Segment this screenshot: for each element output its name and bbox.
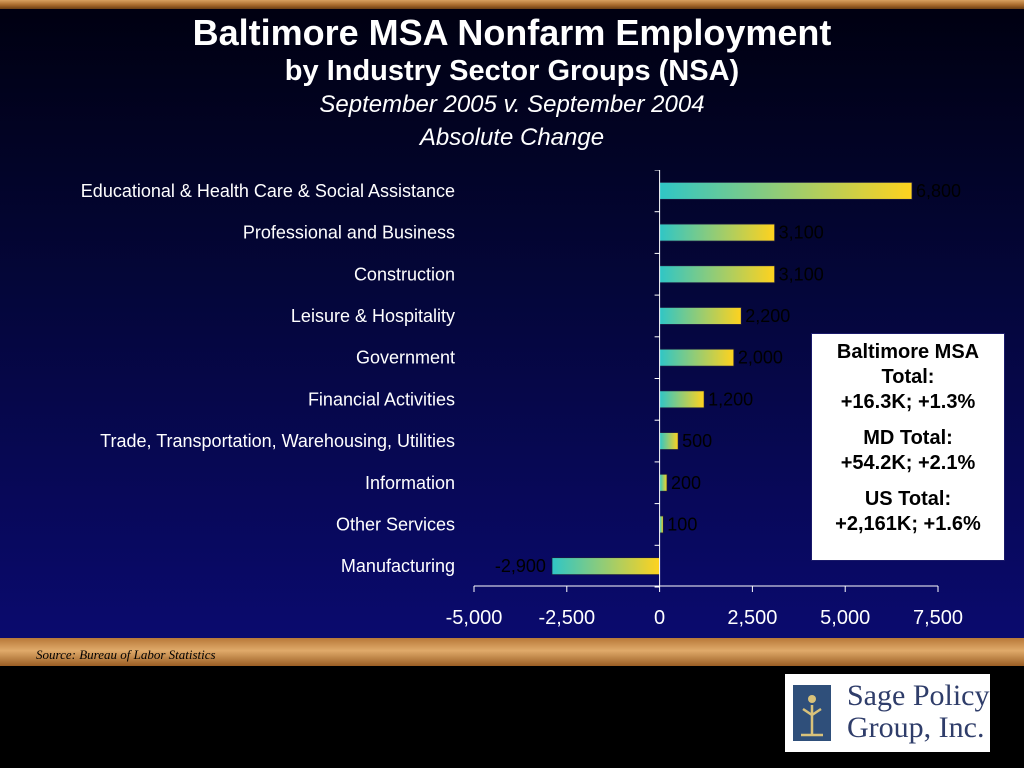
- value-label-9: -2,900: [495, 556, 546, 576]
- value-label-5: 1,200: [708, 389, 753, 409]
- value-label-1: 3,100: [779, 223, 824, 243]
- category-label-0: Educational & Health Care & Social Assis…: [81, 181, 455, 201]
- x-tick-label-4: 5,000: [820, 607, 870, 629]
- chart-measure: Absolute Change: [419, 124, 605, 151]
- bar-4: [659, 348, 735, 367]
- value-label-8: 100: [667, 514, 697, 534]
- category-label-5: Financial Activities: [308, 389, 455, 409]
- totals-box: Baltimore MSA Total: +16.3K; +1.3% MD To…: [811, 333, 1005, 561]
- bar-1: [659, 223, 776, 242]
- category-label-8: Other Services: [336, 514, 455, 534]
- source-note: Source: Bureau of Labor Statistics: [36, 647, 216, 662]
- value-label-7: 200: [671, 473, 701, 493]
- value-label-3: 2,200: [745, 306, 790, 326]
- category-label-3: Leisure & Hospitality: [291, 306, 455, 326]
- category-label-7: Information: [365, 473, 455, 493]
- msa-total-label-2: Total:: [881, 366, 935, 388]
- bar-5: [659, 390, 705, 409]
- bar-7: [659, 473, 668, 492]
- category-label-1: Professional and Business: [243, 223, 455, 243]
- value-label-6: 500: [682, 431, 712, 451]
- bar-chart: Educational & Health Care & Social Assis…: [81, 170, 963, 629]
- chart-subtitle: by Industry Sector Groups (NSA): [284, 55, 740, 87]
- bar-2: [659, 265, 776, 284]
- category-label-4: Government: [356, 348, 455, 368]
- chart-period: September 2005 v. September 2004: [319, 91, 705, 118]
- company-logo: Sage Policy Group, Inc.: [785, 674, 990, 752]
- chart-title: Baltimore MSA Nonfarm Employment: [192, 12, 832, 53]
- category-label-9: Manufacturing: [341, 556, 455, 576]
- x-tick-label-0: -5,000: [446, 607, 503, 629]
- logo-line-2: Group, Inc.: [847, 711, 985, 744]
- us-total-label: US Total:: [864, 488, 952, 510]
- x-tick-label-5: 7,500: [913, 607, 963, 629]
- x-tick-label-1: -2,500: [538, 607, 595, 629]
- msa-total-label: Baltimore MSA: [836, 341, 980, 363]
- bar-6: [659, 432, 679, 450]
- value-label-2: 3,100: [779, 264, 824, 284]
- bar-8: [659, 515, 664, 534]
- bar-0: [659, 181, 913, 200]
- x-tick-label-3: 2,500: [727, 607, 777, 629]
- bottom-decorative-bar: [0, 638, 1024, 666]
- value-label-4: 2,000: [738, 348, 783, 368]
- value-label-0: 6,800: [916, 181, 961, 201]
- logo-mark-icon: [793, 685, 831, 741]
- title-block: Baltimore MSA Nonfarm Employment by Indu…: [0, 12, 1024, 154]
- us-total-value: +2,161K; +1.6%: [835, 513, 981, 535]
- category-label-6: Trade, Transportation, Warehousing, Util…: [100, 431, 455, 451]
- md-total-label: MD Total:: [863, 427, 953, 449]
- msa-total-value: +16.3K; +1.3%: [840, 391, 976, 413]
- md-total-value: +54.2K; +2.1%: [840, 452, 976, 474]
- category-label-2: Construction: [354, 264, 455, 284]
- bar-3: [659, 307, 742, 325]
- x-tick-label-2: 0: [654, 607, 665, 629]
- top-decorative-bar: [0, 0, 1024, 9]
- bar-9: [551, 557, 661, 576]
- logo-line-1: Sage Policy: [847, 679, 990, 712]
